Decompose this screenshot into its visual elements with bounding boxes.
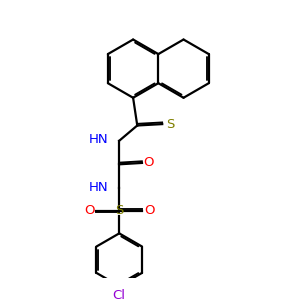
Text: S: S bbox=[166, 118, 174, 130]
Text: HN: HN bbox=[89, 134, 109, 146]
Text: HN: HN bbox=[89, 181, 109, 194]
Text: Cl: Cl bbox=[113, 289, 126, 300]
Text: S: S bbox=[115, 204, 123, 217]
Text: O: O bbox=[84, 204, 94, 217]
Text: O: O bbox=[144, 156, 154, 170]
Text: O: O bbox=[144, 204, 155, 217]
